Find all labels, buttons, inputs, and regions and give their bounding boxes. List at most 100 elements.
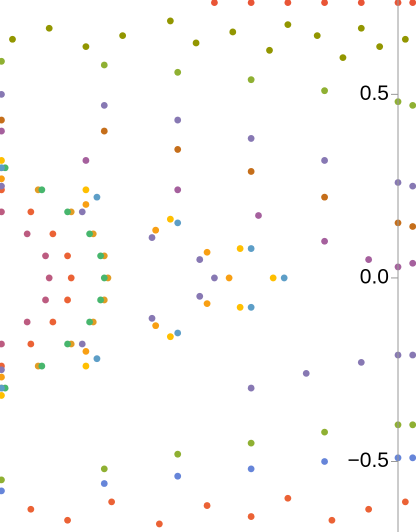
point [174, 68, 182, 76]
point [357, 0, 365, 6]
point [45, 274, 53, 282]
point [64, 208, 71, 216]
point [100, 61, 108, 69]
point [82, 186, 90, 194]
point [86, 318, 93, 326]
point [280, 274, 288, 282]
point [401, 498, 409, 506]
point [196, 292, 204, 300]
point [357, 358, 365, 366]
point [42, 252, 49, 260]
point [64, 340, 71, 348]
point [321, 237, 328, 245]
point [247, 439, 255, 447]
point [0, 487, 5, 495]
point [196, 256, 204, 263]
point [64, 252, 71, 260]
point [266, 46, 273, 54]
point [148, 234, 156, 241]
point [78, 340, 86, 348]
point [409, 101, 416, 109]
point [269, 274, 277, 282]
point [229, 28, 237, 36]
point [203, 300, 211, 308]
point [211, 0, 218, 6]
point [247, 513, 255, 520]
point [365, 256, 373, 263]
point [82, 43, 90, 51]
point [409, 454, 416, 462]
point [321, 458, 328, 465]
point [0, 116, 5, 124]
point [0, 182, 5, 190]
point [321, 0, 328, 6]
point [166, 17, 174, 25]
point [174, 329, 182, 337]
point [0, 164, 5, 172]
point [409, 351, 416, 359]
point [152, 226, 160, 234]
point [38, 186, 46, 194]
point [67, 274, 75, 282]
point [174, 472, 182, 480]
y-tick-label: 0.0 [360, 265, 389, 288]
point [255, 212, 262, 219]
point [236, 303, 244, 311]
point [409, 223, 416, 230]
point [82, 362, 90, 370]
point [9, 35, 16, 43]
point [284, 494, 292, 502]
point [321, 428, 328, 436]
point [0, 373, 5, 381]
point [247, 168, 255, 175]
point [0, 366, 5, 374]
point [302, 369, 310, 377]
point [328, 516, 336, 524]
point [247, 384, 255, 392]
point [155, 520, 163, 528]
point [174, 116, 182, 124]
point [313, 32, 321, 40]
point [148, 314, 156, 322]
point [166, 215, 174, 223]
point [42, 296, 49, 304]
point [100, 480, 108, 487]
point [23, 318, 31, 326]
point [321, 87, 328, 95]
point [100, 465, 108, 473]
point [174, 186, 182, 194]
point [0, 57, 5, 65]
point [409, 182, 416, 190]
point [97, 296, 105, 304]
point [100, 127, 108, 135]
point [64, 516, 71, 524]
point [192, 39, 200, 47]
point [247, 465, 255, 473]
y-tick-label: −0.5 [348, 449, 389, 472]
point [247, 135, 255, 142]
point [27, 505, 35, 513]
point [27, 340, 35, 348]
point [27, 208, 35, 216]
point [45, 24, 53, 32]
point [82, 201, 90, 208]
point [409, 259, 416, 267]
point [339, 54, 347, 62]
point [0, 392, 5, 399]
point [236, 245, 244, 252]
point [0, 476, 5, 484]
point [166, 333, 174, 341]
point [49, 230, 57, 238]
point [174, 219, 182, 227]
point [93, 355, 101, 363]
point [284, 0, 292, 6]
y-tick-label: 0.5 [360, 82, 389, 105]
point [247, 303, 255, 311]
point [23, 230, 31, 238]
point [0, 90, 5, 98]
point [376, 43, 384, 51]
point [100, 274, 108, 282]
point [119, 32, 127, 40]
point [108, 498, 116, 506]
